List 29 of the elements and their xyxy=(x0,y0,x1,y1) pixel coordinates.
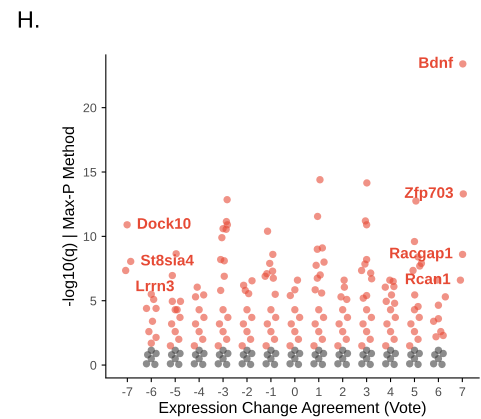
x-tick-label: 5 xyxy=(412,387,418,396)
x-tick-label: -6 xyxy=(146,387,156,396)
x-tick-label: -3 xyxy=(218,387,228,396)
x-tick-label: -2 xyxy=(242,387,252,396)
y-tick-label: 10 xyxy=(84,232,96,242)
annotation: St8sia4 xyxy=(140,254,194,266)
x-tick-label: 0 xyxy=(292,387,298,396)
y-tick-label: 5 xyxy=(90,296,96,306)
chart-title: H. xyxy=(18,11,38,28)
x-tick-label: -1 xyxy=(266,387,276,396)
x-tick-label: 6 xyxy=(436,387,442,396)
annotation: Lrrn3 xyxy=(136,280,174,292)
y-axis-title: -log10(q) | Max-P Method xyxy=(62,127,78,306)
y-tick-label: 0 xyxy=(90,360,96,370)
annotation: Dock10 xyxy=(138,218,191,229)
annotation: Racgap1 xyxy=(390,248,452,262)
x-tick-label: 1 xyxy=(316,387,322,396)
annotation: Bdnf xyxy=(419,56,454,68)
x-tick-label: 3 xyxy=(364,387,370,396)
x-tick-label: 7 xyxy=(459,387,466,396)
x-tick-label: 2 xyxy=(340,387,346,396)
y-tick-label: 20 xyxy=(84,103,96,112)
x-tick-label: -4 xyxy=(194,387,204,396)
x-tick-label: -5 xyxy=(170,387,180,396)
x-tick-label: -7 xyxy=(122,387,132,396)
y-tick-label: 15 xyxy=(84,168,96,177)
x-axis-title: Expression Change Agreement (Vote) xyxy=(160,401,426,416)
x-tick-label: 4 xyxy=(387,387,394,396)
annotation: Zfp703 xyxy=(404,186,454,202)
